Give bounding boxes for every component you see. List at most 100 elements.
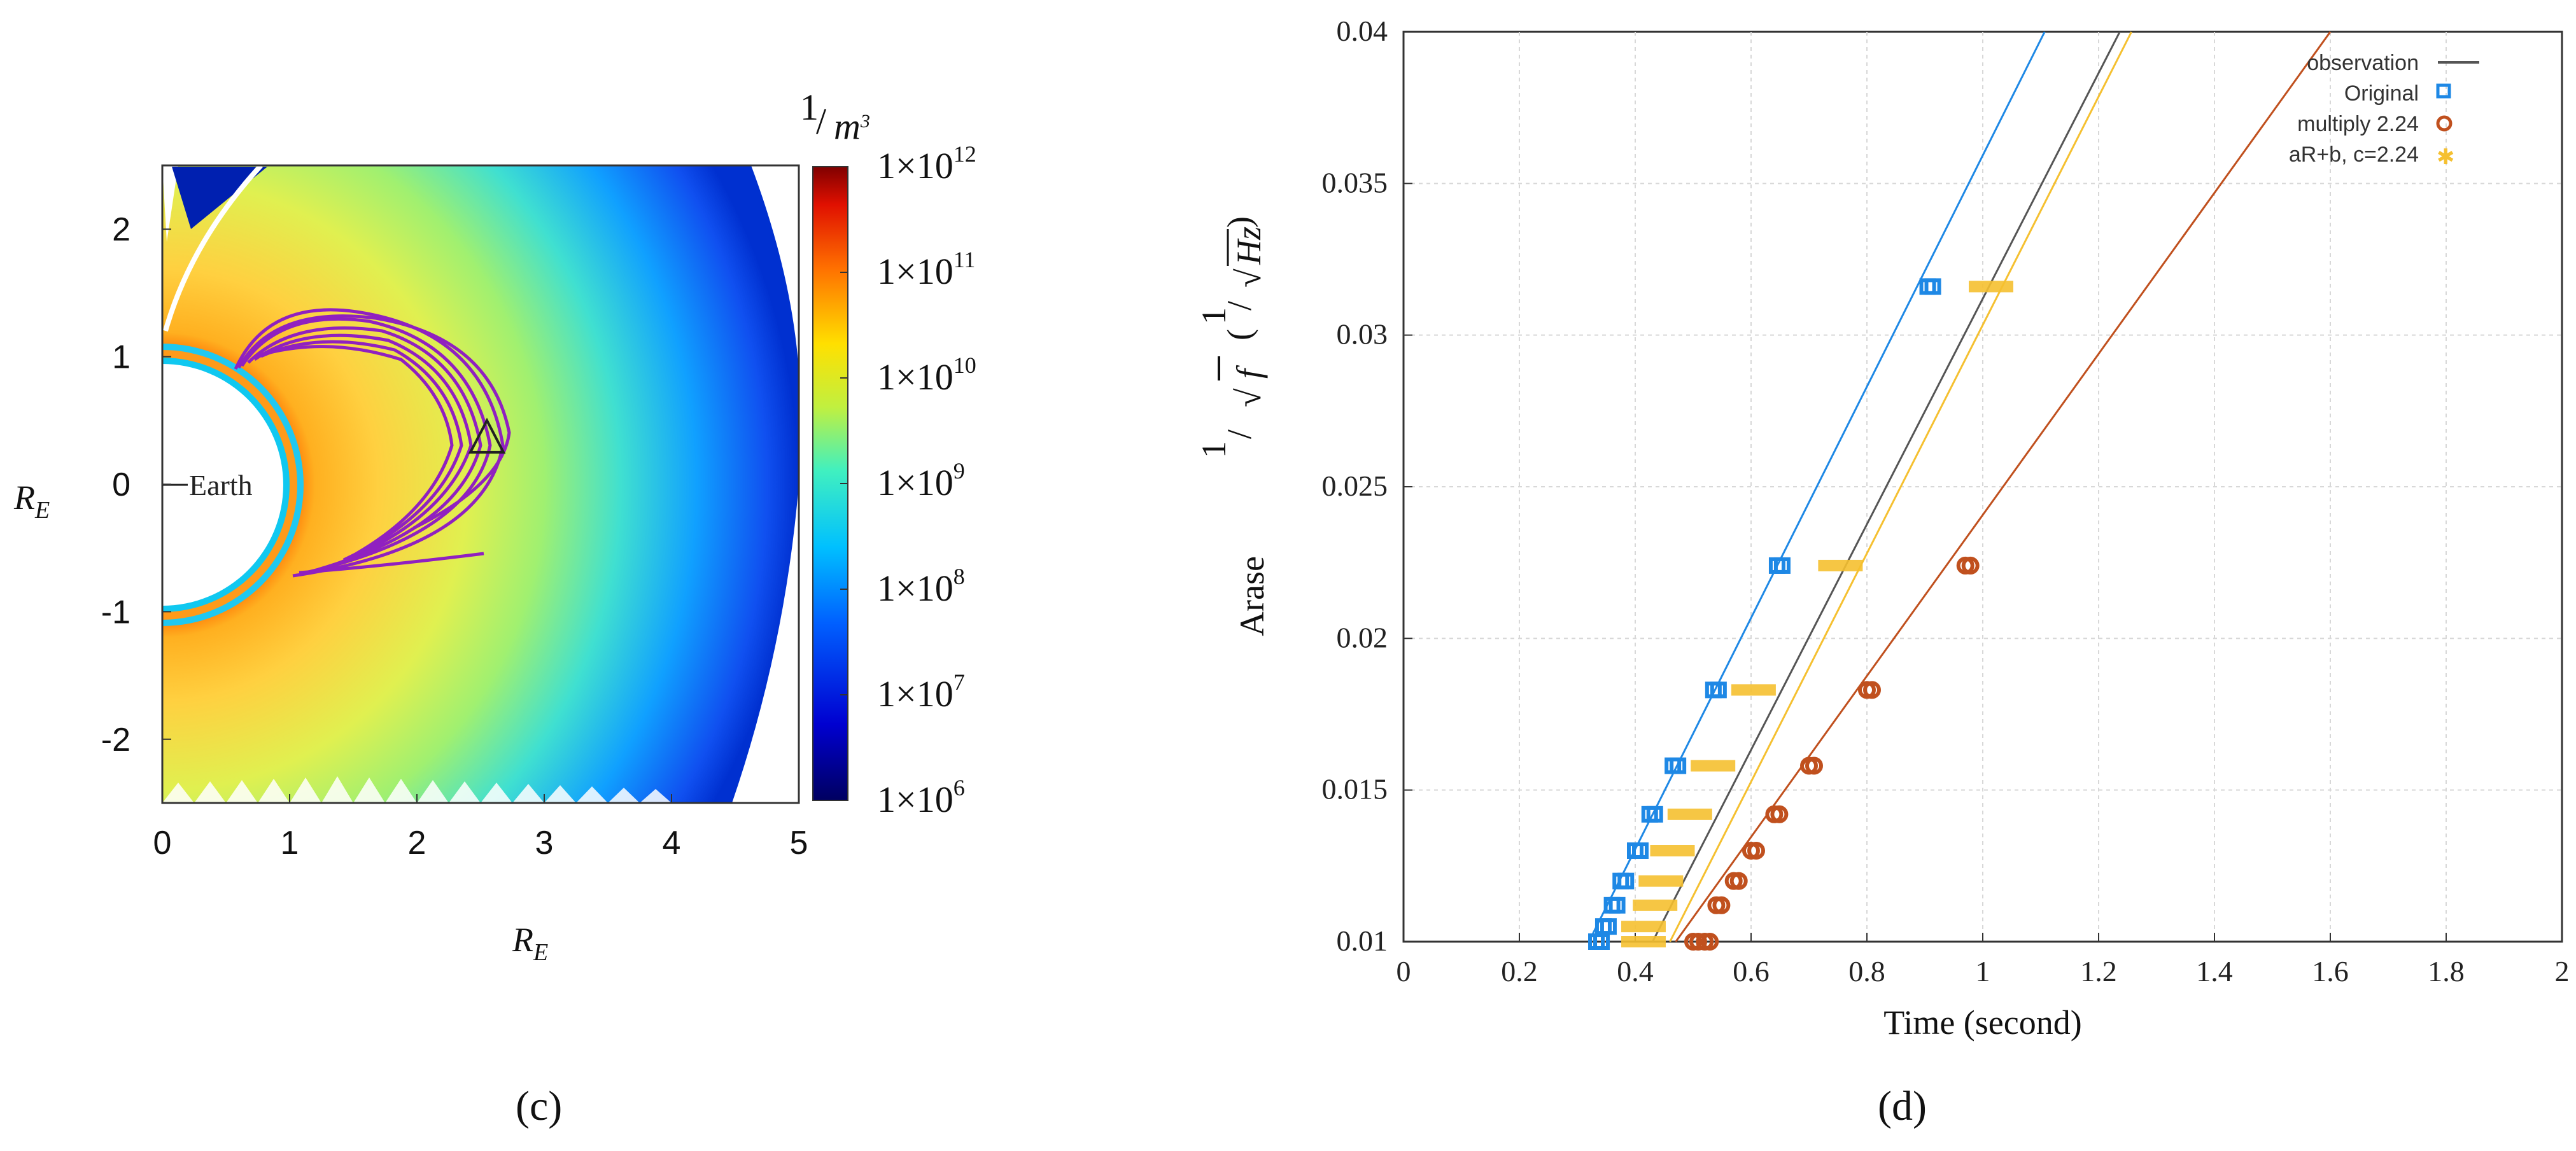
colorbar-unit-num: 1 xyxy=(800,87,819,128)
data-point-arb xyxy=(1818,559,1863,571)
ray-path xyxy=(240,317,492,575)
legend-label-original: Original xyxy=(2344,81,2419,106)
panel-c-x-label-main: R xyxy=(512,921,533,959)
y-tick-label: 0.025 xyxy=(1322,470,1388,502)
panel-d-y-label-num: 1 xyxy=(1195,441,1233,458)
panel-d-label-text: (d) xyxy=(1878,1083,1927,1129)
data-point-arb xyxy=(1969,281,2013,293)
y-tick-label: 1 xyxy=(112,339,130,376)
ray-path xyxy=(253,333,473,568)
legend-swatch-multiply xyxy=(2436,115,2453,132)
panel-c-y-ticks: 2 1 0 -1 -2 xyxy=(101,211,171,758)
data-point-original xyxy=(1593,933,1610,950)
y-tick-label: 0 xyxy=(112,466,130,503)
data-point-multiply xyxy=(1729,872,1748,890)
panel-d-y-label-unit-den: Hz xyxy=(1230,227,1268,265)
data-point-original xyxy=(1632,842,1649,859)
panel-d-dispersion-plot: 0 0.2 0.4 0.6 0.8 1 1.2 1.4 1.6 1.8 2 0.040.0350.0… xyxy=(1195,15,2570,1129)
panel-d-fit-lines xyxy=(1587,31,2332,942)
series-line-0 xyxy=(1651,31,2121,942)
data-point-multiply xyxy=(1805,757,1823,775)
ray-path xyxy=(267,345,454,555)
data-point-original xyxy=(1773,557,1791,574)
colorbar-tick-mantissa: 1×10 xyxy=(877,462,954,503)
x-tick-label: 2 xyxy=(2555,955,2570,987)
colorbar-tick-mantissa: 1×10 xyxy=(877,568,954,609)
y-tick-label: 0.03 xyxy=(1337,318,1388,351)
series-line-1 xyxy=(1587,31,2046,942)
series-line-3 xyxy=(1669,31,2132,942)
panel-d-label: (d) xyxy=(1878,1083,1927,1129)
colorbar-tick-exponent: 12 xyxy=(954,141,976,167)
panel-c-y-label-main: R xyxy=(13,478,35,517)
data-point-multiply xyxy=(1689,933,1707,951)
colorbar-unit-slash: / xyxy=(816,101,827,142)
colorbar-tick-mantissa: 1×10 xyxy=(877,356,954,398)
legend-swatch-arb: ✱ xyxy=(2437,144,2455,170)
panel-d-y-label-den: f xyxy=(1230,365,1268,379)
y-tick-label: 0.015 xyxy=(1322,773,1388,806)
x-tick-label: 0.2 xyxy=(1501,955,1538,987)
panel-d-data-points xyxy=(1588,278,2013,951)
colorbar-tick-mantissa: 1×10 xyxy=(877,673,954,715)
colorbar-tick-exponent: 8 xyxy=(954,564,965,589)
panel-d-y-label: Arase 1 / √ f ( 1 / √ Hz ) xyxy=(1195,216,1271,636)
data-point-multiply xyxy=(1961,556,1980,575)
density-field xyxy=(162,165,799,803)
data-point-multiply xyxy=(1712,896,1731,914)
data-point-arb xyxy=(1621,936,1666,947)
data-point-arb xyxy=(1633,899,1678,911)
panel-c-y-label-sub: E xyxy=(34,497,50,524)
white-gap-wedge xyxy=(162,165,178,242)
x-tick-label: 0.4 xyxy=(1617,955,1654,987)
x-tick-label: 1.2 xyxy=(2080,955,2117,987)
x-tick-label: 4 xyxy=(663,825,681,862)
colorbar-tick-label: 1×108 xyxy=(877,564,965,609)
y-tick-label: 0.02 xyxy=(1337,621,1388,653)
colorbar-tick-label: 1×1010 xyxy=(877,352,976,398)
panel-d-x-ticks: 0 0.2 0.4 0.6 0.8 1 1.2 1.4 1.6 1.8 2 xyxy=(1397,933,2570,987)
x-tick-label: 1.6 xyxy=(2312,955,2349,987)
data-point-arb xyxy=(1731,684,1776,696)
series-line-2 xyxy=(1675,31,2332,942)
white-arc xyxy=(163,165,263,332)
panel-d-grid xyxy=(1404,32,2562,942)
panel-d-y-label-prefix: Arase xyxy=(1233,556,1271,636)
colorbar-tick-mantissa: 1×10 xyxy=(877,251,954,292)
triangle-marker xyxy=(468,417,506,454)
data-point-multiply xyxy=(1747,842,1765,860)
x-tick-label: 1 xyxy=(281,825,299,862)
colorbar-unit-den-exp: 3 xyxy=(860,111,870,132)
panel-d-y-label-sqrt: √ xyxy=(1230,388,1268,407)
colorbar-tick-label: 1×1011 xyxy=(877,247,975,292)
colorbar-tick-exponent: 10 xyxy=(954,352,976,378)
data-point-arb xyxy=(1667,808,1712,820)
panel-c-x-ticks: 0 1 2 3 4 5 xyxy=(153,794,808,862)
x-tick-label: 0 xyxy=(153,825,172,862)
data-point-arb xyxy=(1621,921,1666,933)
data-point-original xyxy=(1617,872,1635,889)
x-tick-label: 2 xyxy=(408,825,426,862)
colorbar-tick-exponent: 9 xyxy=(954,458,965,484)
data-point-arb xyxy=(1691,760,1736,772)
panel-c-label: (c) xyxy=(516,1083,562,1129)
panel-d-y-label-unit-sqrt: √ xyxy=(1230,269,1268,288)
ray-path xyxy=(234,308,505,578)
colorbar-tick-label: 1×1012 xyxy=(877,141,976,186)
x-tick-label: 1.4 xyxy=(2196,955,2233,987)
panel-d-y-label-slash: / xyxy=(1220,429,1258,439)
earth-label: Earth xyxy=(189,469,253,501)
x-tick-label: 0.6 xyxy=(1733,955,1770,987)
panel-d-y-label-paren-open: ( xyxy=(1220,329,1258,340)
panel-d-x-label: Time (second) xyxy=(1883,1003,2081,1042)
data-point-original xyxy=(1608,896,1626,914)
panel-d-legend: observation Original multiply 2.24 aR+b,… xyxy=(2289,51,2479,170)
colorbar-tick-mantissa: 1×10 xyxy=(877,779,954,820)
x-tick-label: 1.8 xyxy=(2428,955,2465,987)
colorbar-tick-exponent: 6 xyxy=(954,775,965,800)
y-tick-label: -2 xyxy=(101,722,130,758)
panel-d-y-label-paren-close: ) xyxy=(1220,216,1258,228)
colorbar-tick-label: 1×109 xyxy=(877,458,965,503)
